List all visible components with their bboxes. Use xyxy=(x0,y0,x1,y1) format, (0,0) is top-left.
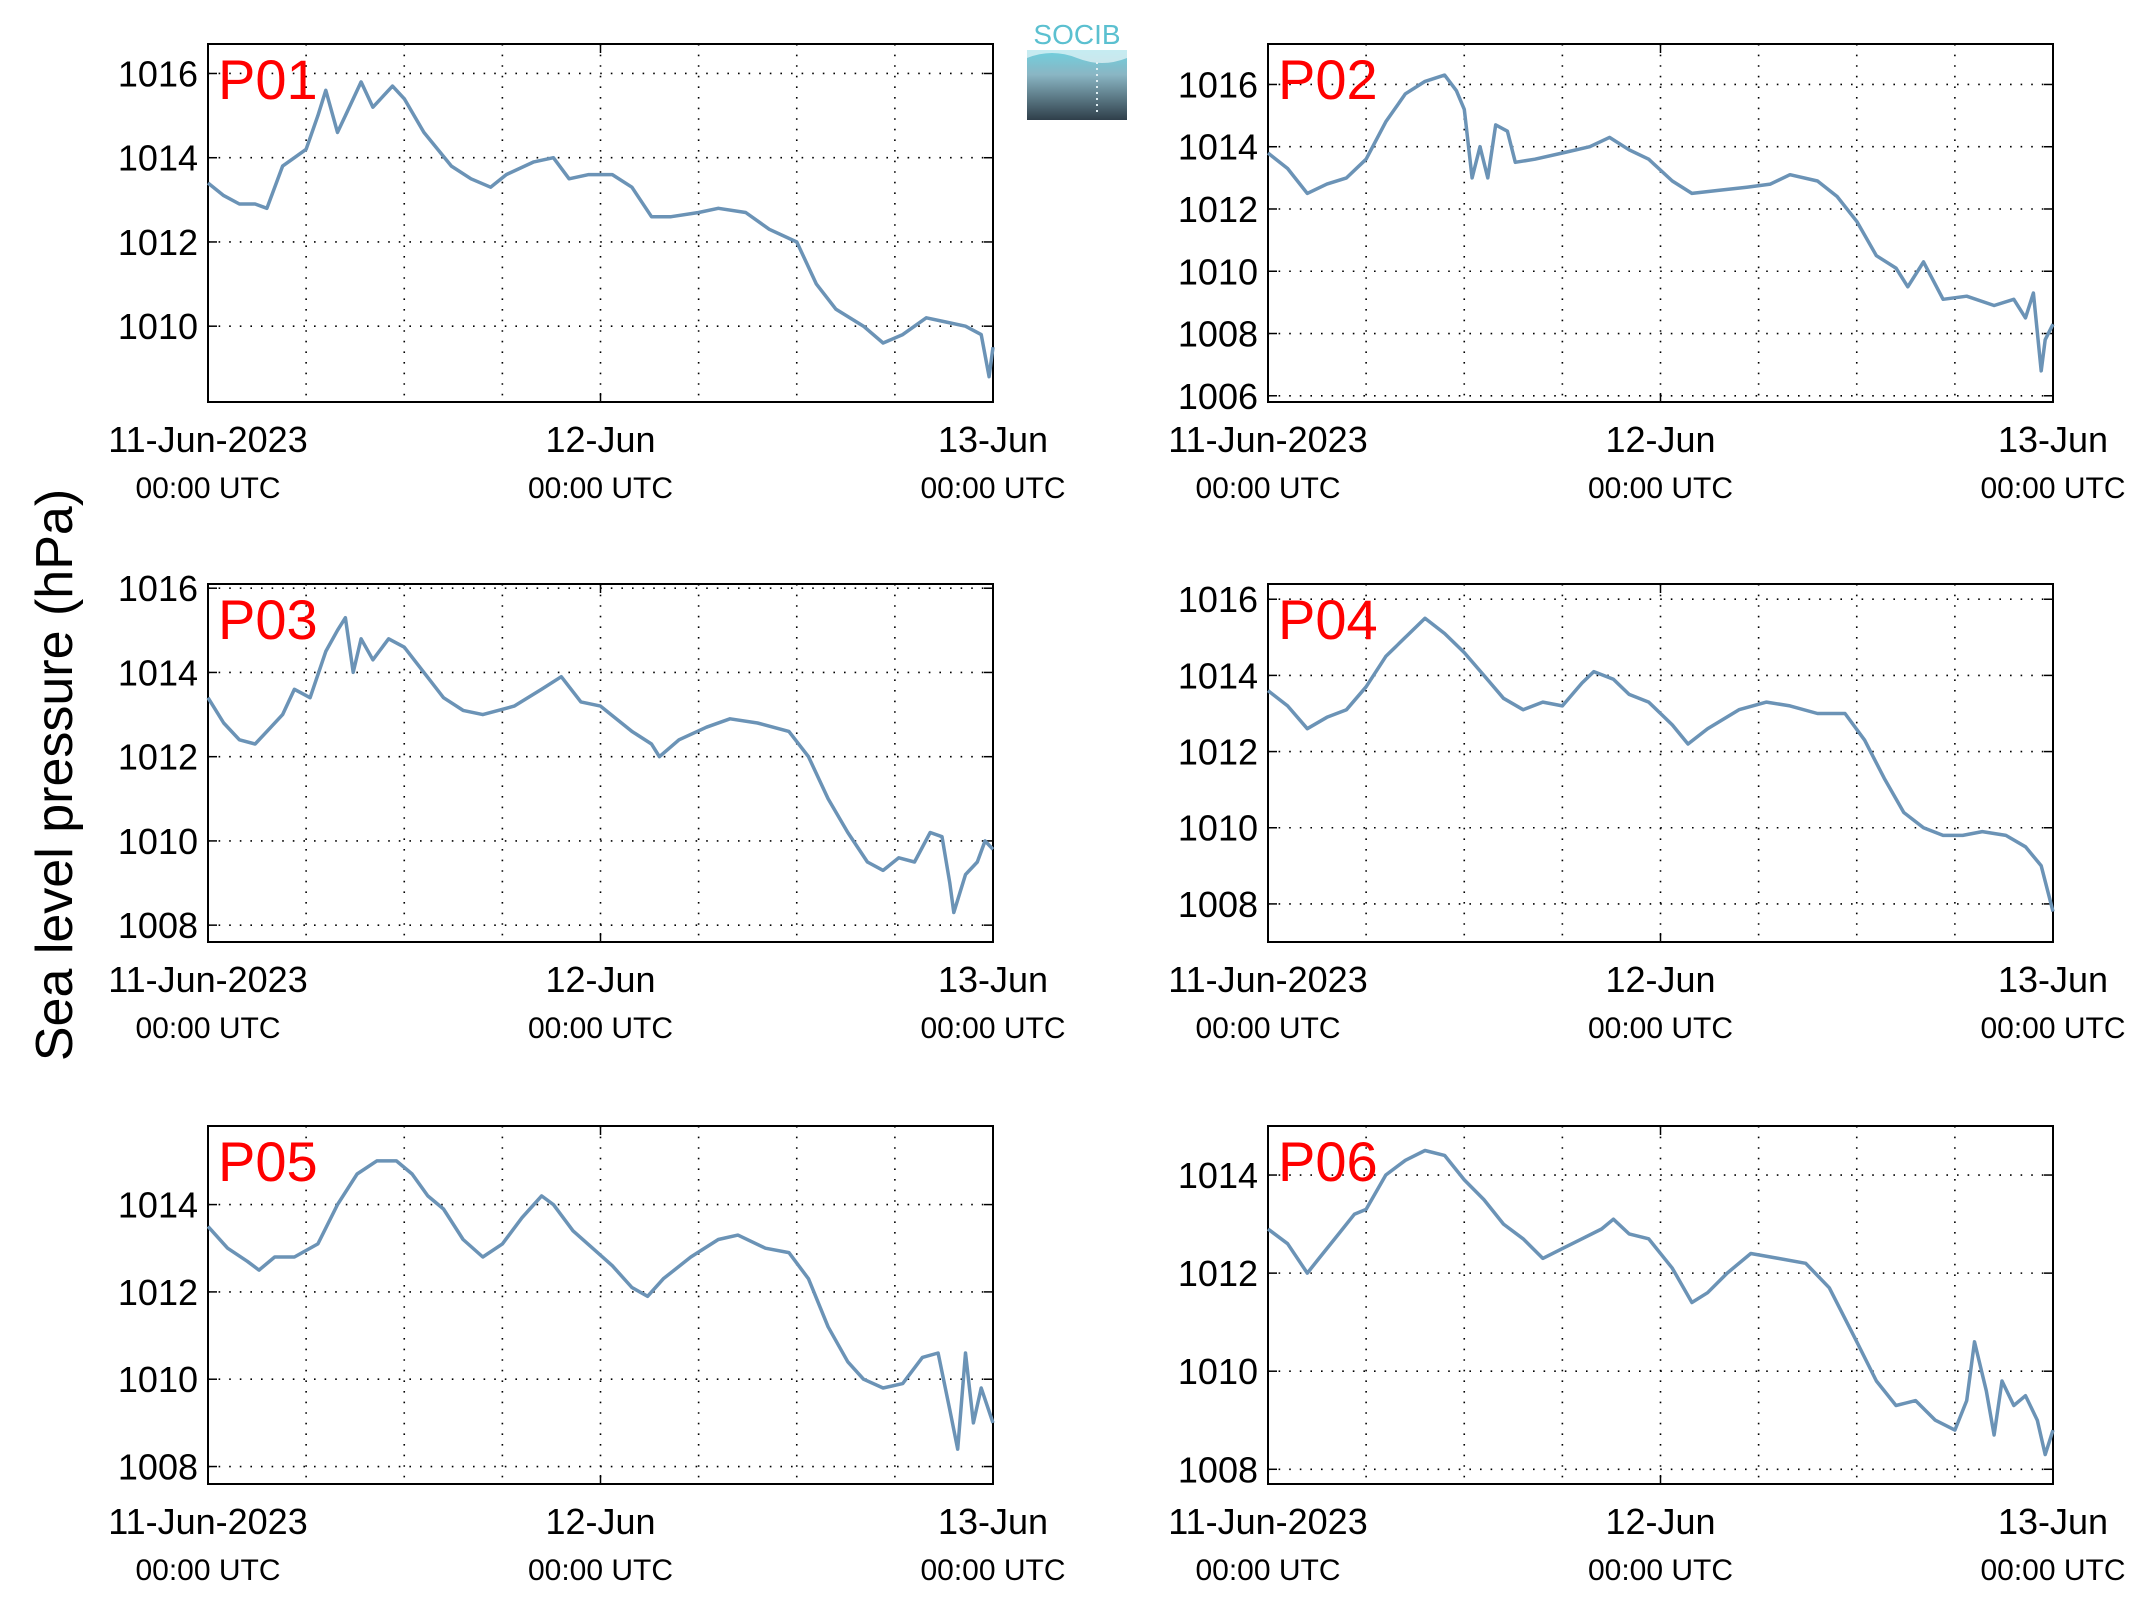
panel-label: P02 xyxy=(1278,48,1378,111)
y-tick-label: 1014 xyxy=(118,652,198,693)
panel-p01: 1010 1012 1014 1016 11-Jun-2023 00:00 UTC 12-J… xyxy=(108,43,1066,505)
y-tick-label: 1014 xyxy=(1178,1155,1258,1196)
y-tick-label: 1016 xyxy=(118,568,198,609)
panel-label: P04 xyxy=(1278,588,1378,651)
y-tick-label: 1014 xyxy=(1178,655,1258,696)
x-tick-label: 12-Jun xyxy=(1605,419,1715,460)
x-tick-sublabel: 00:00 UTC xyxy=(528,472,673,505)
y-axis-label: Sea level pressure (hPa) xyxy=(26,489,84,1061)
y-tick-label: 1016 xyxy=(1178,579,1258,620)
x-tick-label: 11-Jun-2023 xyxy=(108,959,307,1000)
x-tick-label: 11-Jun-2023 xyxy=(1168,419,1367,460)
panel-label: P06 xyxy=(1278,1130,1378,1193)
y-tick-label: 1010 xyxy=(1178,808,1258,849)
x-tick-label: 13-Jun xyxy=(1998,1501,2108,1542)
y-tick-label: 1012 xyxy=(118,737,198,778)
x-tick-sublabel: 00:00 UTC xyxy=(1195,1554,1340,1587)
x-tick-sublabel: 00:00 UTC xyxy=(1588,1012,1733,1045)
x-tick-label: 12-Jun xyxy=(545,419,655,460)
x-tick-sublabel: 00:00 UTC xyxy=(1980,1554,2125,1587)
panel-p02: 1006 1008 1010 1012 1014 1016 11-Jun-2023 00:00… xyxy=(1168,43,2126,505)
y-tick-label: 1008 xyxy=(1178,314,1258,355)
y-tick-label: 1014 xyxy=(118,138,198,179)
x-tick-label: 12-Jun xyxy=(545,1501,655,1542)
plot-frame xyxy=(207,1125,994,1485)
y-tick-label: 1008 xyxy=(118,1447,198,1488)
y-tick-label: 1012 xyxy=(118,222,198,263)
panel-label: P03 xyxy=(218,588,318,651)
y-tick-label: 1012 xyxy=(1178,1253,1258,1294)
panel-label: P01 xyxy=(218,48,318,111)
socib-logo: SOCIB xyxy=(1027,19,1127,120)
x-tick-label: 11-Jun-2023 xyxy=(108,419,307,460)
x-tick-sublabel: 00:00 UTC xyxy=(920,1554,1065,1587)
y-tick-label: 1010 xyxy=(118,1359,198,1400)
x-tick-label: 13-Jun xyxy=(938,1501,1048,1542)
x-tick-sublabel: 00:00 UTC xyxy=(1980,1012,2125,1045)
x-tick-label: 13-Jun xyxy=(1998,959,2108,1000)
x-tick-sublabel: 00:00 UTC xyxy=(1195,472,1340,505)
x-tick-label: 12-Jun xyxy=(545,959,655,1000)
x-tick-sublabel: 00:00 UTC xyxy=(528,1012,673,1045)
y-tick-label: 1006 xyxy=(1178,376,1258,417)
y-tick-label: 1008 xyxy=(118,905,198,946)
y-tick-label: 1012 xyxy=(1178,189,1258,230)
y-tick-label: 1008 xyxy=(1178,884,1258,925)
panel-p04: 1008 1010 1012 1014 1016 11-Jun-2023 00:00 UTC… xyxy=(1168,579,2125,1045)
series-line-p01 xyxy=(206,80,995,379)
x-tick-sublabel: 00:00 UTC xyxy=(1588,472,1733,505)
panel-p06: 1008 1010 1012 1014 11-Jun-2023 00:00 UTC 12-J… xyxy=(1168,1125,2126,1587)
x-tick-label: 13-Jun xyxy=(938,419,1048,460)
x-tick-label: 12-Jun xyxy=(1605,959,1715,1000)
x-tick-sublabel: 00:00 UTC xyxy=(528,1554,673,1587)
series-line-p05 xyxy=(206,1159,995,1451)
x-tick-sublabel: 00:00 UTC xyxy=(135,472,280,505)
y-tick-label: 1012 xyxy=(118,1272,198,1313)
x-tick-label: 11-Jun-2023 xyxy=(1168,1501,1367,1542)
x-tick-sublabel: 00:00 UTC xyxy=(135,1012,280,1045)
x-tick-label: 13-Jun xyxy=(938,959,1048,1000)
y-tick-label: 1010 xyxy=(118,821,198,862)
panel-p03: 1008 1010 1012 1014 1016 11-Jun-2023 00:00 UTC… xyxy=(108,568,1065,1045)
y-tick-label: 1014 xyxy=(1178,127,1258,168)
series-line-p02 xyxy=(1266,73,2055,373)
logo-text: SOCIB xyxy=(1033,19,1120,50)
plot-frame xyxy=(1267,1125,2054,1485)
series-line-p06 xyxy=(1266,1148,2055,1457)
series-line-p03 xyxy=(206,615,995,915)
y-tick-label: 1016 xyxy=(118,53,198,94)
x-tick-label: 13-Jun xyxy=(1998,419,2108,460)
x-tick-label: 11-Jun-2023 xyxy=(1168,959,1367,1000)
plot-frame xyxy=(1267,43,2054,403)
y-tick-label: 1010 xyxy=(1178,251,1258,292)
logo-wave xyxy=(1027,50,1127,63)
plot-frame xyxy=(207,43,994,403)
y-tick-label: 1014 xyxy=(118,1185,198,1226)
x-tick-sublabel: 00:00 UTC xyxy=(920,1012,1065,1045)
panel-p05: 1008 1010 1012 1014 11-Jun-2023 00:00 UTC 12-J… xyxy=(108,1125,1066,1587)
y-tick-label: 1010 xyxy=(118,306,198,347)
x-tick-label: 11-Jun-2023 xyxy=(108,1501,307,1542)
plot-frame xyxy=(207,583,994,943)
x-tick-sublabel: 00:00 UTC xyxy=(1588,1554,1733,1587)
x-tick-sublabel: 00:00 UTC xyxy=(1980,472,2125,505)
y-tick-label: 1008 xyxy=(1178,1449,1258,1490)
panel-label: P05 xyxy=(218,1130,318,1193)
plot-frame xyxy=(1267,583,2054,943)
y-tick-label: 1012 xyxy=(1178,732,1258,773)
y-tick-label: 1010 xyxy=(1178,1351,1258,1392)
x-tick-sublabel: 00:00 UTC xyxy=(1195,1012,1340,1045)
x-tick-sublabel: 00:00 UTC xyxy=(135,1554,280,1587)
x-tick-sublabel: 00:00 UTC xyxy=(920,472,1065,505)
y-tick-label: 1016 xyxy=(1178,64,1258,105)
series-line-p04 xyxy=(1266,616,2055,912)
x-tick-label: 12-Jun xyxy=(1605,1501,1715,1542)
